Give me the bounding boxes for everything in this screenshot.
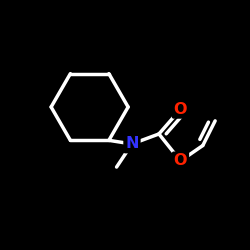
Text: O: O: [174, 154, 187, 168]
Text: N: N: [125, 136, 139, 152]
Text: O: O: [174, 102, 187, 117]
